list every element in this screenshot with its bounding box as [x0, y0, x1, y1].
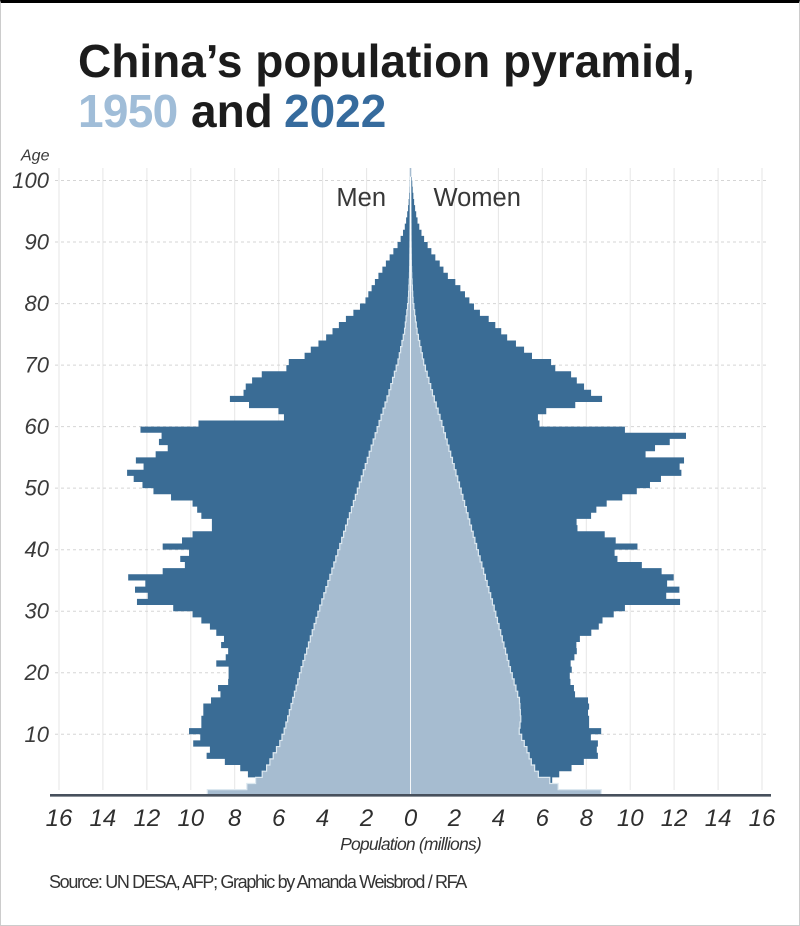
svg-text:10: 10	[617, 805, 644, 832]
svg-text:100: 100	[12, 168, 49, 193]
svg-text:4: 4	[316, 805, 329, 832]
svg-text:Men: Men	[336, 184, 386, 212]
svg-text:90: 90	[25, 230, 50, 255]
svg-text:6: 6	[536, 805, 550, 832]
svg-text:14: 14	[90, 805, 117, 832]
svg-text:Source: UN DESA, AFP; Graphic: Source: UN DESA, AFP; Graphic by Amanda …	[49, 872, 467, 892]
svg-text:14: 14	[705, 805, 732, 832]
svg-text:12: 12	[661, 805, 688, 832]
svg-text:8: 8	[228, 805, 242, 832]
svg-text:0: 0	[404, 805, 418, 832]
svg-text:2: 2	[447, 805, 461, 832]
svg-text:4: 4	[492, 805, 505, 832]
svg-text:10: 10	[25, 722, 50, 747]
svg-text:16: 16	[749, 805, 776, 832]
svg-text:40: 40	[25, 537, 50, 562]
svg-text:2: 2	[359, 805, 373, 832]
svg-text:30: 30	[25, 599, 50, 624]
svg-text:20: 20	[24, 660, 50, 685]
svg-text:10: 10	[177, 805, 204, 832]
svg-text:16: 16	[46, 805, 73, 832]
svg-text:12: 12	[134, 805, 161, 832]
svg-text:70: 70	[25, 353, 50, 378]
svg-text:6: 6	[272, 805, 286, 832]
svg-text:Population (millions): Population (millions)	[340, 834, 481, 854]
svg-text:80: 80	[25, 291, 50, 316]
svg-text:Women: Women	[434, 184, 521, 212]
svg-text:Age: Age	[20, 148, 50, 165]
svg-text:60: 60	[25, 414, 50, 439]
svg-text:8: 8	[580, 805, 594, 832]
svg-text:50: 50	[25, 476, 50, 501]
